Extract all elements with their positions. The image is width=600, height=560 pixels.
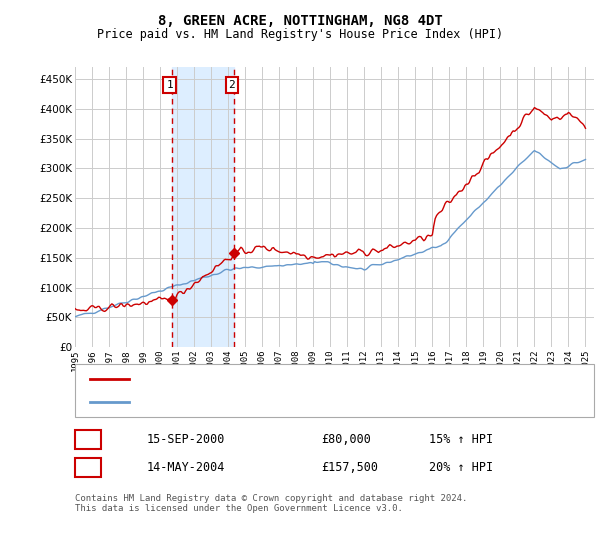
Text: £80,000: £80,000 [321, 433, 371, 446]
Text: 8, GREEN ACRE, NOTTINGHAM, NG8 4DT: 8, GREEN ACRE, NOTTINGHAM, NG8 4DT [158, 14, 442, 28]
Text: £157,500: £157,500 [321, 461, 378, 474]
Text: 14-MAY-2004: 14-MAY-2004 [147, 461, 226, 474]
Text: 1: 1 [85, 433, 91, 446]
Text: 1: 1 [166, 80, 173, 90]
Text: 15% ↑ HPI: 15% ↑ HPI [429, 433, 493, 446]
Text: HPI: Average price, detached house, City of Nottingham: HPI: Average price, detached house, City… [135, 397, 473, 407]
Text: 15-SEP-2000: 15-SEP-2000 [147, 433, 226, 446]
Text: 2: 2 [85, 461, 91, 474]
Text: 2: 2 [229, 80, 235, 90]
Bar [172, 67, 235, 347]
Text: 20% ↑ HPI: 20% ↑ HPI [429, 461, 493, 474]
Text: Price paid vs. HM Land Registry's House Price Index (HPI): Price paid vs. HM Land Registry's House … [97, 28, 503, 41]
Text: Contains HM Land Registry data © Crown copyright and database right 2024.
This d: Contains HM Land Registry data © Crown c… [75, 494, 467, 514]
Text: 8, GREEN ACRE, NOTTINGHAM, NG8 4DT (detached house): 8, GREEN ACRE, NOTTINGHAM, NG8 4DT (deta… [135, 374, 454, 384]
